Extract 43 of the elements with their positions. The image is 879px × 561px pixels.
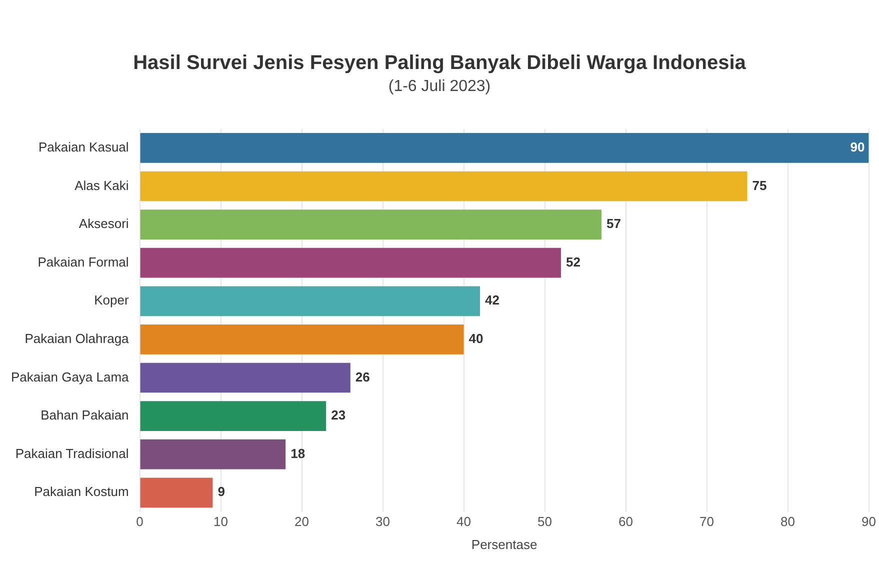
x-tick-label: 10: [214, 514, 228, 530]
x-tick-label: 0: [136, 514, 144, 530]
bar: [140, 401, 326, 431]
x-tick-label: 20: [294, 514, 310, 530]
data-label: 57: [606, 216, 621, 232]
data-label: 26: [355, 369, 370, 384]
x-tick-label: 30: [376, 514, 390, 530]
data-label: 42: [484, 292, 500, 308]
data-label: 90: [850, 140, 865, 155]
data-label: 75: [752, 178, 767, 193]
data-label: 23: [331, 408, 346, 423]
chart-subtitle: (1-6 Juli 2023): [387, 78, 492, 96]
y-tick-label: Pakaian Tradisional: [15, 446, 129, 461]
y-tick-label: Pakaian Olahraga: [24, 331, 130, 346]
y-tick-label: Pakaian Formal: [38, 254, 129, 270]
x-tick-label: 60: [618, 514, 634, 530]
x-tick-label: 40: [456, 514, 472, 530]
x-tick-label: 80: [780, 514, 796, 530]
bar: [140, 248, 561, 278]
x-axis-title: Persentase: [471, 536, 538, 552]
y-tick-label: Pakaian Gaya Lama: [10, 369, 130, 384]
data-label: 9: [218, 484, 225, 500]
x-tick-label: 50: [538, 514, 552, 530]
bar: [140, 210, 602, 240]
y-tick-label: Koper: [94, 292, 130, 308]
x-tick-label: 70: [700, 514, 714, 530]
y-tick-label: Pakaian Kasual: [38, 140, 129, 155]
bar: [140, 439, 286, 470]
data-label: 18: [290, 446, 306, 461]
chart-title: Hasil Survei Jenis Fesyen Paling Banyak Dibeli Warga Indonesia: [132, 52, 747, 75]
x-tick-label: 90: [862, 514, 876, 530]
y-tick-label: Pakaian Kostum: [34, 484, 129, 500]
data-label: 52: [566, 254, 580, 270]
bar: [140, 286, 480, 316]
y-tick-label: Aksesori: [78, 216, 129, 232]
bar: [140, 324, 464, 354]
bar: [140, 478, 213, 508]
y-tick-label: Bahan Pakaian: [40, 408, 129, 423]
data-label: 40: [468, 331, 484, 346]
bar: [140, 133, 869, 163]
y-tick-label: Alas Kaki: [74, 178, 129, 193]
bar: [140, 171, 748, 202]
bar: [140, 362, 350, 393]
